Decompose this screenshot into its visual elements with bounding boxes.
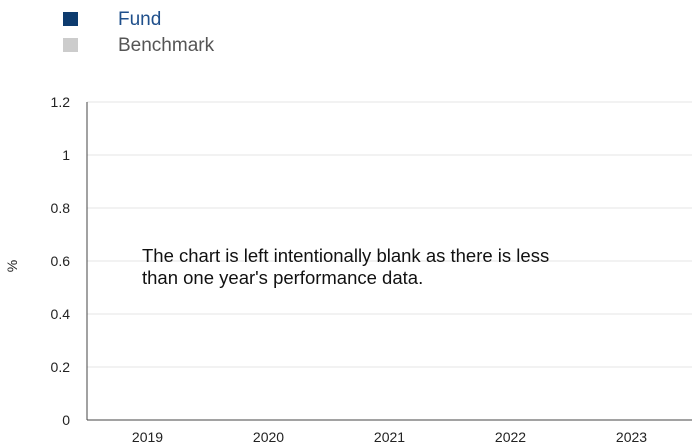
- x-tick-label: 2021: [374, 429, 405, 445]
- legend-label-fund: Fund: [118, 9, 162, 30]
- notice-line-2: than one year's performance data.: [142, 267, 424, 288]
- no-data-notice: The chart is left intentionally blank as…: [142, 245, 662, 289]
- y-tick-label: 1.2: [51, 94, 71, 110]
- legend-swatch-benchmark: [63, 38, 78, 52]
- y-tick-labels: 0 0.2 0.4 0.6 0.8 1 1.2: [51, 94, 71, 428]
- x-tick-label: 2022: [495, 429, 526, 445]
- axes: [86, 102, 692, 421]
- legend-swatch-fund: [63, 12, 78, 26]
- y-tick-label: 0.6: [51, 253, 71, 269]
- y-tick-label: 1: [62, 147, 70, 163]
- legend-label-benchmark: Benchmark: [118, 35, 215, 56]
- y-tick-label: 0.8: [51, 200, 71, 216]
- y-tick-label: 0.2: [51, 359, 71, 375]
- x-tick-label: 2023: [616, 429, 647, 445]
- y-tick-label: 0: [62, 412, 70, 428]
- x-tick-labels: 2019 2020 2021 2022 2023: [132, 429, 647, 445]
- notice-line-1: The chart is left intentionally blank as…: [142, 245, 550, 266]
- x-tick-label: 2019: [132, 429, 163, 445]
- y-axis-label: %: [4, 260, 20, 272]
- x-tick-label: 2020: [253, 429, 284, 445]
- y-tick-label: 0.4: [51, 306, 71, 322]
- gridlines: [87, 101, 692, 368]
